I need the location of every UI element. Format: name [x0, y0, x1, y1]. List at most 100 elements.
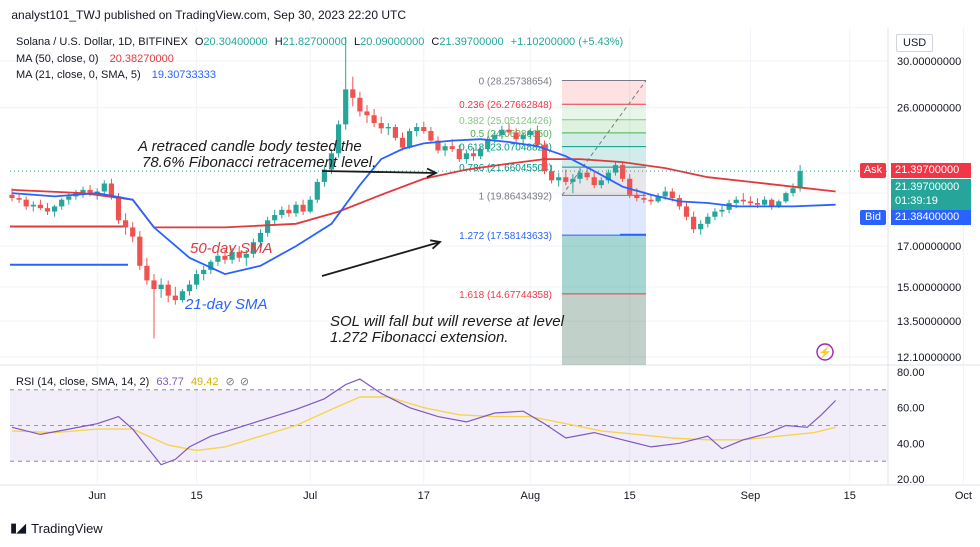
candlestick-series — [9, 36, 803, 339]
candle-body — [314, 181, 320, 200]
close-value: 21.39700000 — [439, 36, 504, 48]
fib-zone — [562, 132, 646, 147]
lightning-glyph[interactable]: ⚡ — [818, 346, 832, 359]
fib-zone — [562, 195, 646, 236]
candle-body — [705, 216, 711, 224]
time-tick-label: 15 — [844, 490, 856, 502]
candle-body — [172, 295, 178, 301]
price-tick-label: 26.00000000 — [897, 103, 961, 115]
candle-body — [151, 280, 157, 290]
rsi-tick-label: 80.00 — [897, 367, 925, 379]
ma50-legend[interactable]: MA (50, close, 0) 20.38270000 — [16, 53, 174, 65]
time-tick-label: Jul — [303, 490, 317, 502]
fib-level-label: 0.618 (23.07048820) — [459, 143, 552, 154]
candle-body — [165, 284, 171, 296]
candle-body — [577, 172, 583, 179]
candle-body — [300, 204, 306, 212]
candle-body — [740, 199, 746, 202]
candle-body — [378, 123, 384, 129]
candle-body — [392, 127, 398, 138]
ma21-value: 19.30733333 — [151, 69, 217, 81]
candle-body — [449, 146, 455, 150]
fib-level-label: 0 (28.25738654) — [479, 77, 552, 88]
annotation-retrace-line1[interactable]: A retraced candle body tested the — [137, 138, 362, 155]
annotation-arrow-retrace — [321, 170, 437, 174]
candle-body — [243, 253, 249, 258]
fib-level-label: 0.786 (21.66045504) — [459, 163, 552, 174]
bar-countdown: 01:39:19 — [895, 195, 938, 207]
rsi-ma-line — [11, 396, 836, 452]
candle-body — [463, 153, 469, 160]
candle-body — [108, 183, 114, 197]
label-50-day-sma[interactable]: 50-day SMA — [190, 240, 273, 257]
price-tick-label: 12.10000000 — [897, 352, 961, 364]
time-tick-label: Aug — [521, 490, 541, 502]
candle-body — [762, 199, 768, 205]
candle-body — [144, 265, 150, 281]
tradingview-logo-icon: ▮◢ — [10, 520, 26, 535]
candle-body — [66, 196, 72, 200]
annotation-arrow-forecast — [321, 241, 441, 277]
time-tick-label: 15 — [190, 490, 202, 502]
time-tick-label: Oct — [955, 490, 972, 502]
annotation-retrace-line2[interactable]: 78.6% Fibonacci retracement level. — [142, 154, 376, 171]
chart-canvas[interactable]: 0 (28.25738654) 0.236 (26.27662848) 0.382 … — [0, 28, 980, 518]
time-tick-label: 17 — [418, 490, 430, 502]
label-21-day-sma[interactable]: 21-day SMA — [184, 296, 268, 313]
symbol-legend[interactable]: Solana / U.S. Dollar, 1D, BITFINEX O20.3… — [16, 36, 624, 48]
candle-body — [698, 223, 704, 230]
annotation-forecast-line2[interactable]: 1.272 Fibonacci extension. — [330, 329, 508, 346]
last-price: 21.39700000 — [895, 181, 960, 193]
candle-body — [307, 199, 313, 212]
currency-button[interactable]: USD — [896, 34, 934, 52]
ma21-legend[interactable]: MA (21, close, 0, SMA, 5) 19.30733333 — [16, 69, 217, 81]
candle-body — [350, 89, 356, 98]
lightning-icon[interactable] — [816, 343, 834, 361]
candle-body — [407, 131, 413, 148]
candle-body — [719, 209, 725, 212]
candle-body — [492, 135, 498, 140]
change-value: +1.10200000 (+5.43%) — [510, 36, 624, 48]
hidden-eye-icon[interactable]: ⊘ — [225, 376, 235, 388]
candle-body — [605, 172, 611, 181]
tradingview-branding[interactable]: ▮◢ TradingView — [10, 520, 103, 536]
candle-body — [549, 171, 555, 181]
candle-body — [137, 236, 143, 266]
rsi-legend[interactable]: RSI (14, close, SMA, 14, 2) 63.77 49.42 … — [16, 376, 250, 388]
candle-body — [442, 146, 448, 151]
candle-body — [59, 199, 65, 207]
candle-body — [478, 149, 484, 157]
candle-body — [612, 165, 619, 173]
candle-body — [222, 255, 228, 260]
candle-body — [506, 129, 512, 133]
price-tick-label: 13.50000000 — [897, 316, 961, 328]
rsi-ma-value: 49.42 — [190, 376, 219, 388]
candle-body — [265, 220, 271, 233]
fib-level-label: 1 (19.86434392) — [479, 191, 552, 202]
candle-body — [115, 196, 122, 221]
fibonacci-extension[interactable]: 0 (28.25738654) 0.236 (26.27662848) 0.382 … — [10, 77, 647, 365]
candle-body — [9, 194, 15, 199]
tradingview-wordmark: TradingView — [31, 520, 103, 536]
candle-body — [286, 209, 292, 214]
bid-price: 21.38400000 — [891, 210, 971, 225]
candle-body — [485, 139, 491, 150]
hidden-eye-icon[interactable]: ⊘ — [239, 376, 250, 388]
candle-body — [30, 204, 36, 207]
ask-label: Ask — [860, 163, 886, 178]
candle-body — [513, 132, 519, 140]
candle-body — [570, 178, 576, 182]
rsi-tick-label: 20.00 — [897, 474, 925, 486]
annotation-forecast-line1[interactable]: SOL will fall but will reverse at level — [330, 313, 565, 330]
candle-body — [130, 227, 136, 237]
candle-body — [328, 153, 335, 170]
fib-zone — [562, 104, 646, 120]
candle-body — [691, 216, 697, 230]
candle-body — [80, 189, 86, 194]
bid-label: Bid — [860, 210, 886, 225]
published-line: analyst101_TWJ published on TradingView.… — [11, 8, 407, 22]
candle-body — [435, 140, 441, 151]
candle-body — [215, 255, 221, 262]
fib-level-label: 0.5 (24.06086650) — [470, 129, 552, 140]
